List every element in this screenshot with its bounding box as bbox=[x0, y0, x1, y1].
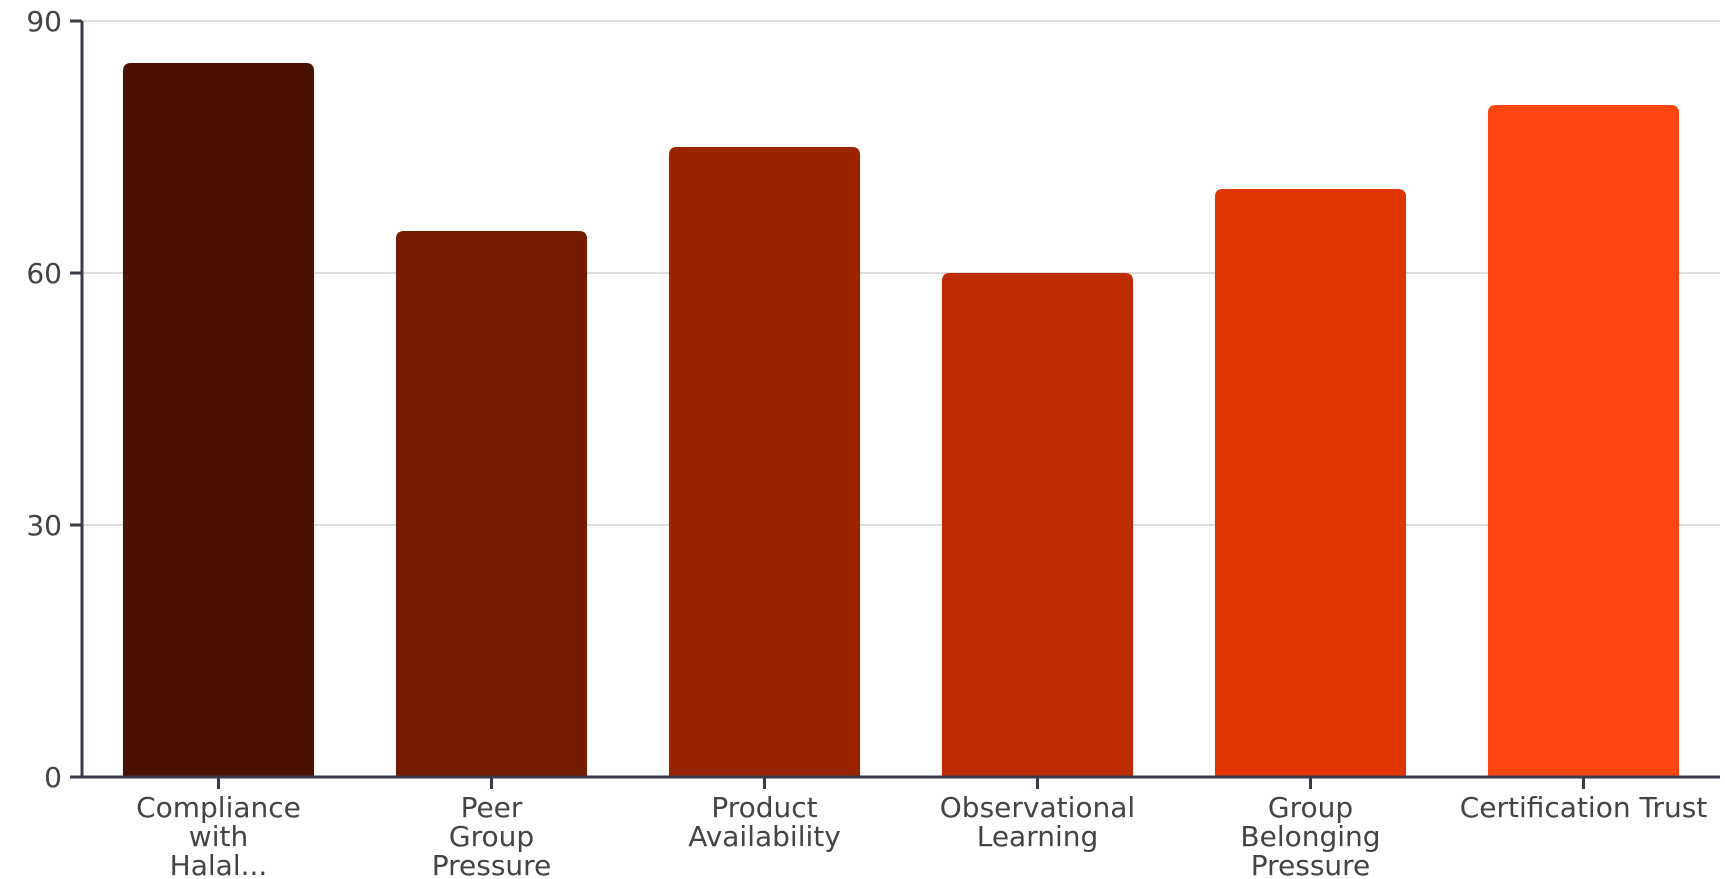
bar bbox=[122, 63, 315, 777]
x-tick-label: Belonging bbox=[1240, 820, 1380, 853]
y-tick-label: 0 bbox=[44, 761, 62, 794]
axes bbox=[80, 21, 1720, 779]
x-tick-label: Group bbox=[449, 820, 534, 853]
grid-lines bbox=[82, 20, 1720, 526]
bar bbox=[395, 231, 588, 777]
x-tick-label: Certification Trust bbox=[1460, 791, 1708, 824]
y-tick-label: 90 bbox=[26, 5, 62, 38]
x-tick-label: Observational bbox=[940, 791, 1135, 824]
bars bbox=[122, 63, 1680, 777]
x-tick-label: Availability bbox=[688, 820, 841, 853]
bar bbox=[668, 147, 861, 777]
y-tick-label: 60 bbox=[26, 257, 62, 290]
x-tick-label: Learning bbox=[977, 820, 1099, 853]
x-ticks: CompliancewithHalal...PeerGroupPressureP… bbox=[136, 777, 1707, 879]
x-tick-label: Peer bbox=[461, 791, 523, 824]
y-tick-label: 30 bbox=[26, 509, 62, 542]
bar bbox=[1487, 105, 1680, 777]
x-tick-label: Product bbox=[711, 791, 817, 824]
x-tick-label: Halal... bbox=[170, 849, 268, 879]
x-tick-label: Pressure bbox=[432, 849, 552, 879]
x-tick-label: Group bbox=[1268, 791, 1353, 824]
x-tick-label: Pressure bbox=[1251, 849, 1371, 879]
x-tick-label: Compliance bbox=[136, 791, 301, 824]
y-ticks: 0 30 60 90 bbox=[26, 5, 82, 794]
x-tick-label: with bbox=[189, 820, 248, 853]
bar bbox=[1214, 189, 1407, 777]
bar bbox=[941, 273, 1134, 777]
